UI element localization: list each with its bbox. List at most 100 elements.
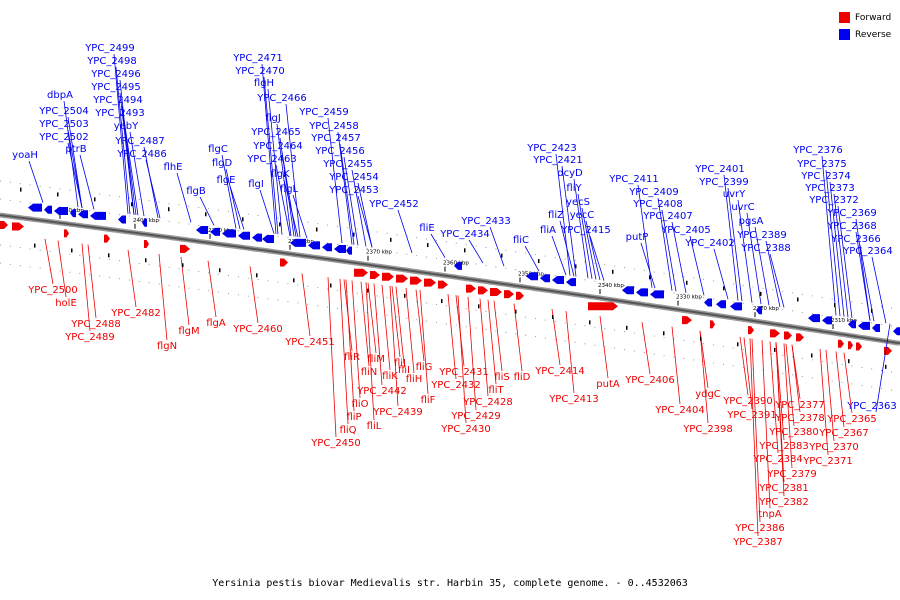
gene-fliy[interactable]: fliY xyxy=(566,183,593,279)
gene-ypc-2454[interactable]: YPC_2454 xyxy=(328,172,379,248)
gene-ypc-2368[interactable]: YPC_2368 xyxy=(826,221,877,321)
gene-flio[interactable]: fliO xyxy=(352,280,369,410)
gene-flit[interactable]: fliT xyxy=(487,299,504,396)
gene-ypc-2373[interactable]: YPC_2373 xyxy=(804,183,855,318)
gene-ypc-2428[interactable]: YPC_2428 xyxy=(462,298,513,408)
gene-ypc-2386[interactable]: YPC_2386 xyxy=(734,338,785,534)
gene-flif[interactable]: fliF xyxy=(419,290,436,406)
gene-dcyd[interactable]: dcyD xyxy=(557,168,589,279)
gene-flil[interactable]: fliL xyxy=(365,282,382,432)
gene-flik[interactable]: fliK xyxy=(381,284,398,382)
gene-ypc-2388[interactable]: YPC_2388 xyxy=(740,243,791,308)
gene-yecs[interactable]: yecS xyxy=(566,197,597,280)
gene-ypc-2401[interactable]: YPC_2401 xyxy=(694,164,745,301)
gene-ypc-2413[interactable]: YPC_2413 xyxy=(548,311,599,405)
gene-hole[interactable]: holE xyxy=(55,240,77,309)
gene-flij[interactable]: fliJ xyxy=(391,286,406,369)
gene-ypc-2453[interactable]: YPC_2453 xyxy=(328,185,379,248)
gene-ypc-2389[interactable]: YPC_2389 xyxy=(736,230,787,308)
gene-dbpa[interactable]: dbpA xyxy=(47,90,79,208)
gene-flim[interactable]: fliM xyxy=(367,282,385,365)
gene-ypc-2466[interactable]: YPC_2466 xyxy=(256,93,307,238)
gene-ypc-2370[interactable]: YPC_2370 xyxy=(808,349,859,453)
gene-ypc-2405[interactable]: YPC_2405 xyxy=(660,225,711,296)
gene-flid[interactable]: fliD xyxy=(513,303,531,383)
gene-ypc-2464[interactable]: YPC_2464 xyxy=(252,141,303,237)
gene-ypc-2384[interactable]: YPC_2384 xyxy=(752,341,803,465)
gene-ypc-2442[interactable]: YPC_2442 xyxy=(356,283,407,397)
gene-flia[interactable]: fliA xyxy=(540,225,567,276)
gene-ypc-2495[interactable]: YPC_2495 xyxy=(90,82,141,215)
gene-ypc-2502[interactable]: YPC_2502 xyxy=(38,132,89,208)
gene-flgk[interactable]: flgK xyxy=(270,169,299,238)
gene-flge[interactable]: flgE xyxy=(217,175,245,230)
gene-fliq[interactable]: fliQ xyxy=(340,278,357,436)
gene-flgm[interactable]: flgM xyxy=(178,256,200,337)
gene-ypc-2456[interactable]: YPC_2456 xyxy=(314,146,365,246)
gene-ypc-2493[interactable]: YPC_2493 xyxy=(94,108,145,216)
gene-ypc-2498[interactable]: YPC_2498 xyxy=(86,56,137,215)
gene-ypc-2451[interactable]: YPC_2451 xyxy=(284,273,335,348)
gene-ypc-2372[interactable]: YPC_2372 xyxy=(808,195,859,318)
gene-ypc-2399[interactable]: YPC_2399 xyxy=(698,177,749,302)
legend-forward[interactable]: Forward xyxy=(839,9,891,26)
gene-ypc-2366[interactable]: YPC_2366 xyxy=(830,234,881,322)
gene-ypc-2398[interactable]: YPC_2398 xyxy=(682,330,733,435)
gene-ypc-2429[interactable]: YPC_2429 xyxy=(450,296,501,422)
gene-ypc-2423[interactable]: YPC_2423 xyxy=(526,143,577,276)
gene-ypc-2488[interactable]: YPC_2488 xyxy=(70,244,121,330)
gene-flip[interactable]: fliP xyxy=(345,279,362,423)
gene-ypc-2431[interactable]: YPC_2431 xyxy=(438,295,489,378)
gene-yecc[interactable]: yecC xyxy=(570,210,601,281)
gene-flgl[interactable]: flgL xyxy=(280,184,308,239)
gene-ypc-2409[interactable]: YPC_2409 xyxy=(628,187,679,291)
gene-ypc-2434[interactable]: YPC_2434 xyxy=(439,229,490,264)
gene-flin[interactable]: fliN xyxy=(360,281,378,378)
gene-ypc-2376[interactable]: YPC_2376 xyxy=(792,145,843,316)
gene-flie[interactable]: fliE xyxy=(419,223,446,258)
gene-ypc-2407[interactable]: YPC_2407 xyxy=(642,211,693,293)
gene-ypc-2378[interactable]: YPC_2378 xyxy=(774,344,825,424)
gene-ypc-2500[interactable]: YPC_2500 xyxy=(27,238,78,296)
gene-tnpa[interactable]: tnpA xyxy=(758,340,782,520)
gene-ypc-2433[interactable]: YPC_2433 xyxy=(460,216,511,267)
gene-flis[interactable]: fliS xyxy=(493,300,510,383)
gene-puta[interactable]: putA xyxy=(596,315,620,390)
gene-ypc-2503[interactable]: YPC_2503 xyxy=(38,119,89,208)
gene-ptrb[interactable]: ptrB xyxy=(65,144,95,210)
gene-ypc-2494[interactable]: YPC_2494 xyxy=(92,95,143,215)
gene-flii[interactable]: fliI xyxy=(395,286,410,376)
gene-uvrc[interactable]: uvrC xyxy=(731,202,762,305)
gene-ypc-2432[interactable]: YPC_2432 xyxy=(430,294,481,391)
gene-ypc-2430[interactable]: YPC_2430 xyxy=(440,295,491,435)
gene-ypc-2402[interactable]: YPC_2402 xyxy=(684,238,735,300)
gene-putp[interactable]: putP xyxy=(626,232,656,289)
gene-ypc-2486[interactable]: YPC_2486 xyxy=(116,149,167,219)
gene-flgc[interactable]: flgC xyxy=(208,144,237,229)
gene-flig[interactable]: fliG xyxy=(416,289,433,373)
gene-flgi[interactable]: flgI xyxy=(248,179,275,234)
gene-ypc-2457[interactable]: YPC_2457 xyxy=(310,133,361,245)
gene-ypc-2439[interactable]: YPC_2439 xyxy=(372,285,423,418)
gene-ypc-2383[interactable]: YPC_2383 xyxy=(758,342,809,452)
gene-ypc-2421[interactable]: YPC_2421 xyxy=(532,155,583,277)
gene-flhe[interactable]: flhE xyxy=(164,162,192,223)
gene-uvry[interactable]: uvrY xyxy=(723,189,753,303)
gene-ypc-2387[interactable]: YPC_2387 xyxy=(732,338,783,548)
gene-flgn[interactable]: flgN xyxy=(157,253,177,352)
gene-ypc-2379[interactable]: YPC_2379 xyxy=(766,343,817,480)
gene-ypc-2375[interactable]: YPC_2375 xyxy=(796,159,847,317)
gene-ypc-2377[interactable]: YPC_2377 xyxy=(774,344,825,411)
gene-flih[interactable]: fliH xyxy=(405,288,423,385)
gene-ypc-2365[interactable]: YPC_2365 xyxy=(826,352,877,425)
gene-ypc-2458[interactable]: YPC_2458 xyxy=(308,121,359,245)
gene-yeby[interactable]: yebY xyxy=(114,121,145,217)
gene-ypc-2406[interactable]: YPC_2406 xyxy=(624,322,675,386)
gene-ypc-2390[interactable]: YPC_2390 xyxy=(722,336,773,407)
gene-flic[interactable]: fliC xyxy=(513,235,540,272)
gene-yoah[interactable]: yoaH xyxy=(12,150,44,203)
gene-ypc-2404[interactable]: YPC_2404 xyxy=(654,326,705,416)
gene-ypc-2391[interactable]: YPC_2391 xyxy=(726,337,777,421)
gene-ypc-2415[interactable]: YPC_2415 xyxy=(560,225,611,281)
gene-ypc-2382[interactable]: YPC_2382 xyxy=(758,342,809,508)
